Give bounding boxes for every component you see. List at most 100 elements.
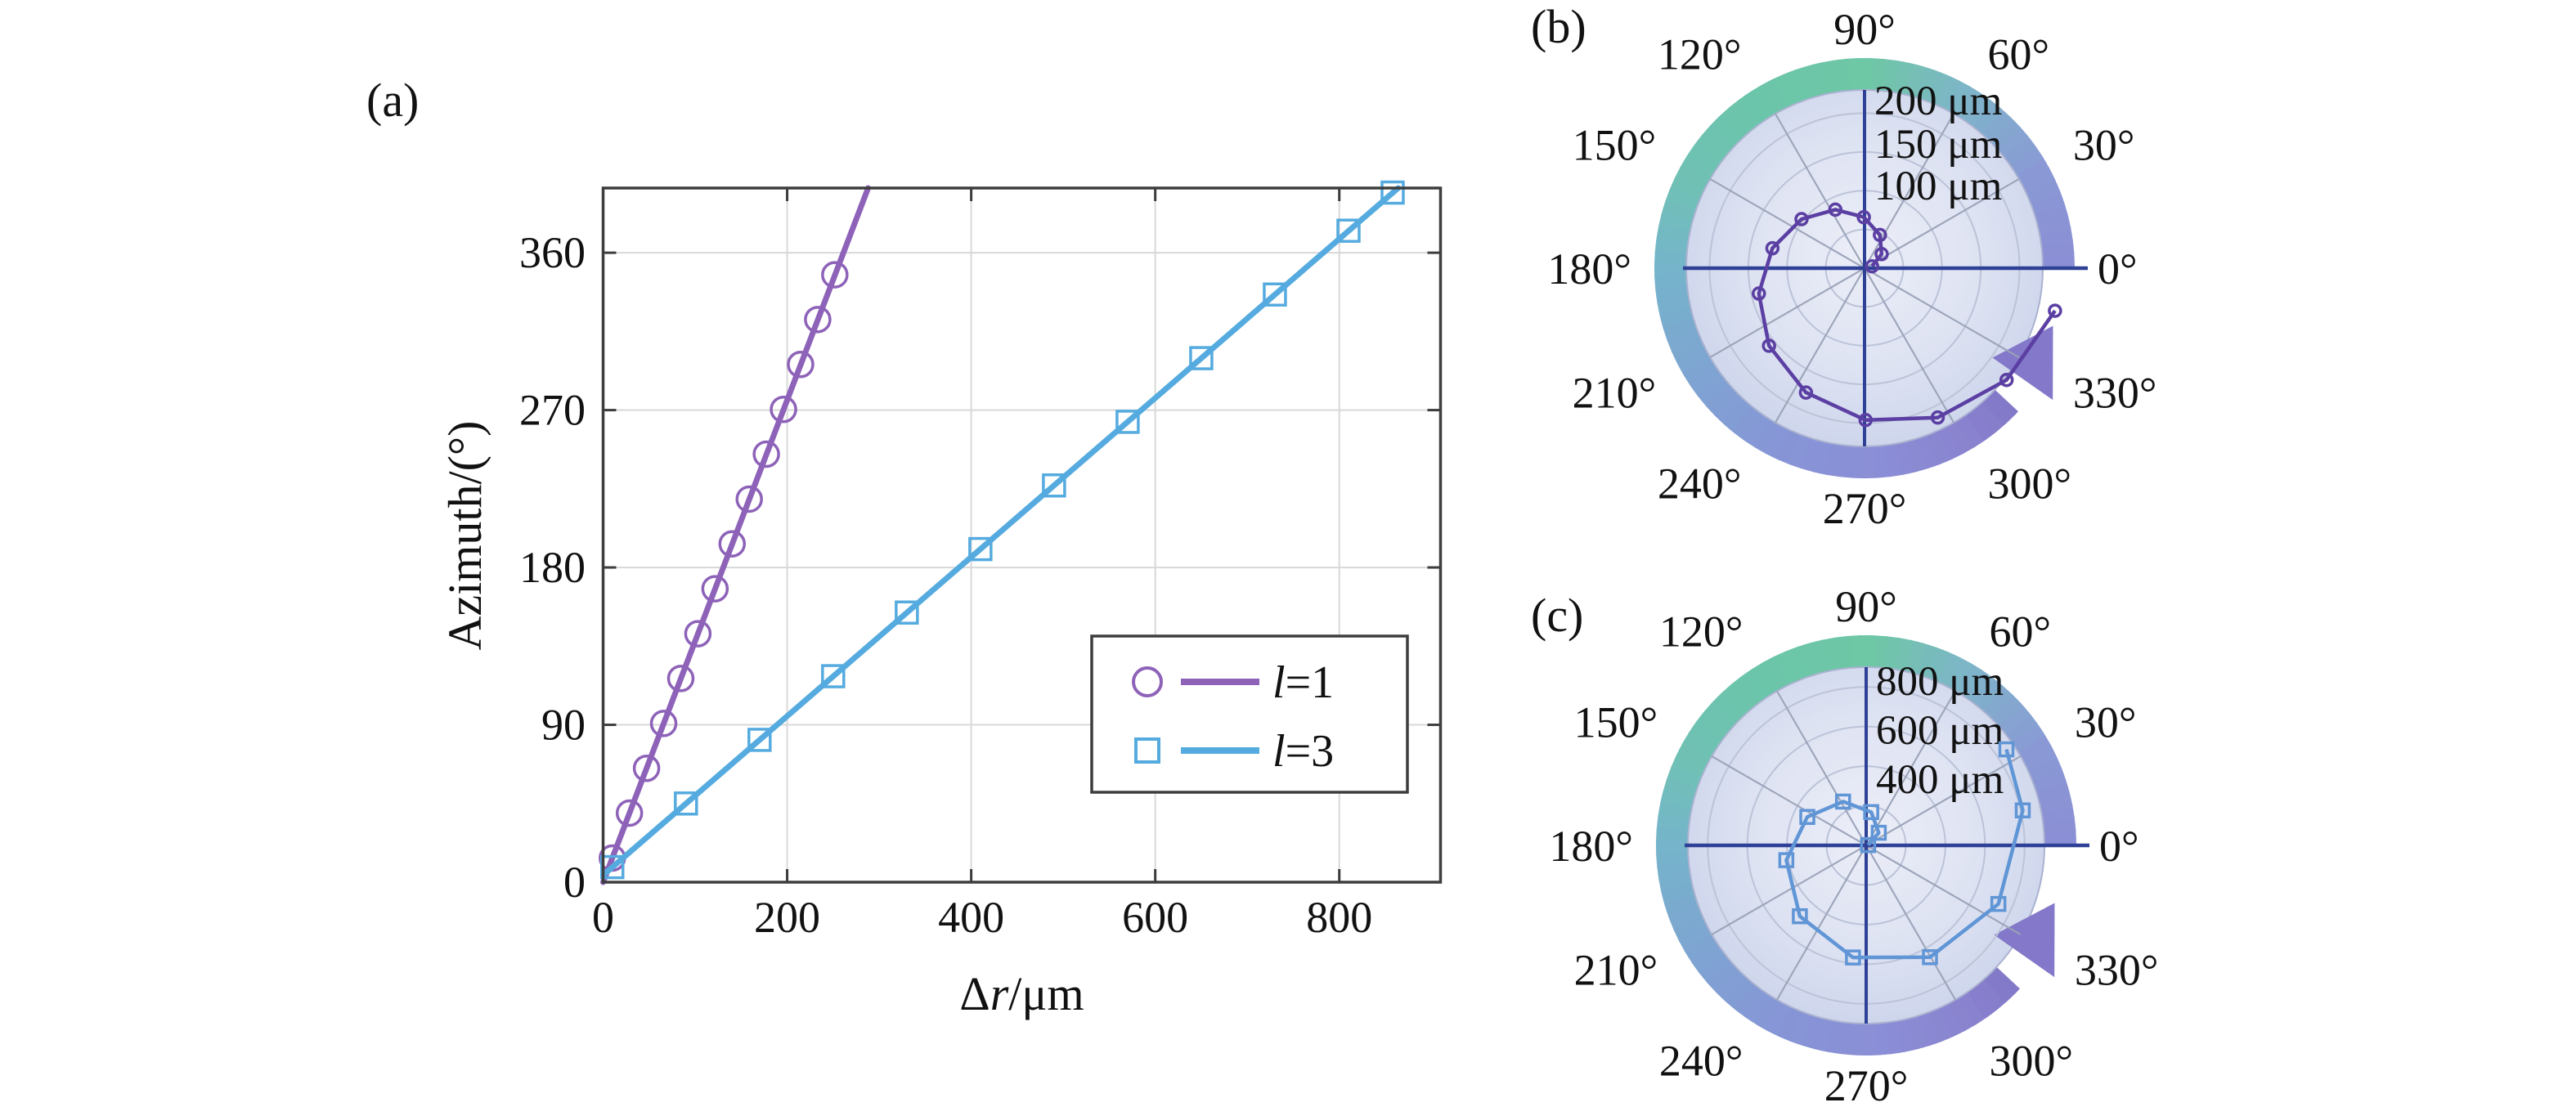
angle-label-300: 300° <box>1988 459 2072 508</box>
polar-marker-square <box>1792 908 1808 925</box>
polar-marker-circle <box>1865 258 1879 274</box>
panel-a: 0 200 400 600 800 0 90 180 270 360 Δr/μm Azimuth/(°… <box>438 180 1443 1020</box>
angle-label-270: 270° <box>1823 484 1907 533</box>
polar-marker-circle <box>1752 286 1766 301</box>
radius-label: 400 μm <box>1876 757 2004 803</box>
polar-marker-square <box>1845 949 1861 966</box>
data-marker-circle <box>770 395 797 424</box>
angle-label-0: 0° <box>2099 822 2139 871</box>
radius-label: 150 μm <box>1874 122 2002 168</box>
angle-label-330: 330° <box>2075 946 2159 995</box>
data-marker-square <box>1115 410 1140 434</box>
y-tick-label: 180 <box>519 543 586 592</box>
rotation-arrow-ring <box>1654 58 2075 478</box>
radius-label: 800 μm <box>1876 659 2004 705</box>
ring-segment <box>1989 964 2020 994</box>
polar-marker-square <box>1998 741 2015 758</box>
data-marker-square <box>1042 473 1066 498</box>
angle-label-150: 150° <box>1573 121 1657 170</box>
series-trend-line <box>600 185 872 885</box>
angle-label-180: 180° <box>1547 244 1631 294</box>
radius-label: 600 μm <box>1876 708 2004 754</box>
polar-marker-circle <box>1856 209 1871 225</box>
polar-marker-square <box>1799 809 1815 825</box>
polar-series-line <box>1784 749 2025 960</box>
radius-label: 100 μm <box>1874 164 2002 209</box>
angle-label-30: 30° <box>2073 121 2135 170</box>
data-marker-circle <box>701 575 729 603</box>
angle-label-60: 60° <box>1988 30 2050 79</box>
panel-a-label: (a) <box>366 74 419 127</box>
polar-marker-square <box>1860 836 1877 854</box>
angle-label-0: 0° <box>2098 244 2138 294</box>
angle-label-180: 180° <box>1549 822 1633 871</box>
data-marker-square <box>895 600 919 625</box>
polar-marker-square <box>1835 793 1851 810</box>
data-marker-circle <box>718 530 747 558</box>
x-axis-label-seg: Δ <box>959 967 990 1020</box>
polar-marker-circle <box>1828 202 1843 217</box>
x-axis-label-seg: r <box>990 967 1009 1020</box>
y-axis-label: Azimuth/(°) <box>438 421 491 651</box>
polar-marker-circle <box>1999 372 2014 388</box>
data-marker-circle <box>649 710 678 737</box>
angle-label-90: 90° <box>1835 582 1897 631</box>
angle-label-210: 210° <box>1574 946 1658 995</box>
legend-label-seg: =1 <box>1286 657 1335 708</box>
x-axis-label: Δr/μm <box>959 967 1084 1020</box>
data-marker-circle <box>684 620 712 648</box>
ring-segment <box>1987 387 2018 417</box>
polar-marker-circle <box>1798 385 1814 400</box>
angle-label-300: 300° <box>1990 1036 2074 1085</box>
polar-marker-square <box>1863 804 1879 821</box>
plot-box <box>601 186 1443 884</box>
data-marker-circle <box>752 440 780 468</box>
polar-series-line <box>1757 208 2057 423</box>
angle-label-60: 60° <box>1990 607 2052 657</box>
legend-item-l1: l=1 <box>1132 657 1335 708</box>
legend: l=1l=3 <box>1090 634 1409 794</box>
legend-marker-circle <box>1132 666 1163 697</box>
data-marker-square <box>968 536 993 562</box>
legend-label-seg: =3 <box>1286 726 1335 777</box>
panel-c-label: (c) <box>1531 589 1583 642</box>
polar-marker-square <box>1870 824 1887 841</box>
legend-marker-square <box>1134 737 1160 764</box>
legend-label-seg: l <box>1272 657 1286 708</box>
angle-label-120: 120° <box>1658 30 1742 79</box>
polar-marker-circle <box>1794 212 1809 226</box>
y-tick-label: 0 <box>563 858 586 907</box>
series-l1 <box>599 185 872 885</box>
angle-label-120: 120° <box>1659 607 1744 657</box>
data-marker-circle <box>804 306 832 334</box>
polar-marker-square <box>1990 895 2007 912</box>
panel-b-label: (b) <box>1531 0 1586 53</box>
polar-marker-square <box>2014 802 2031 818</box>
angle-label-210: 210° <box>1573 369 1657 418</box>
angle-label-240: 240° <box>1659 1036 1744 1085</box>
radius-label: 200 μm <box>1874 78 2002 124</box>
x-tick-label: 600 <box>1122 893 1188 942</box>
polar-marker-circle <box>1930 410 1945 425</box>
legend-label: l=3 <box>1272 726 1334 777</box>
data-marker-square <box>1189 346 1214 370</box>
polar-marker-circle <box>1873 227 1887 243</box>
data-marker-square <box>674 791 698 816</box>
legend-box <box>1090 634 1409 794</box>
polar-marker-circle <box>1765 240 1780 256</box>
data-marker-square <box>747 728 772 752</box>
angle-label-240: 240° <box>1658 459 1742 508</box>
polar-marker-circle <box>1858 413 1874 428</box>
x-tick-label: 400 <box>938 893 1004 942</box>
legend-label-seg: l <box>1272 726 1286 777</box>
legend-item-l3: l=3 <box>1134 726 1334 777</box>
y-tick-label: 360 <box>519 228 586 277</box>
x-tick-label: 200 <box>754 893 820 942</box>
x-axis-label-seg: /μm <box>1008 967 1084 1020</box>
angle-label-90: 90° <box>1833 5 1896 54</box>
x-tick-label: 800 <box>1306 893 1372 942</box>
